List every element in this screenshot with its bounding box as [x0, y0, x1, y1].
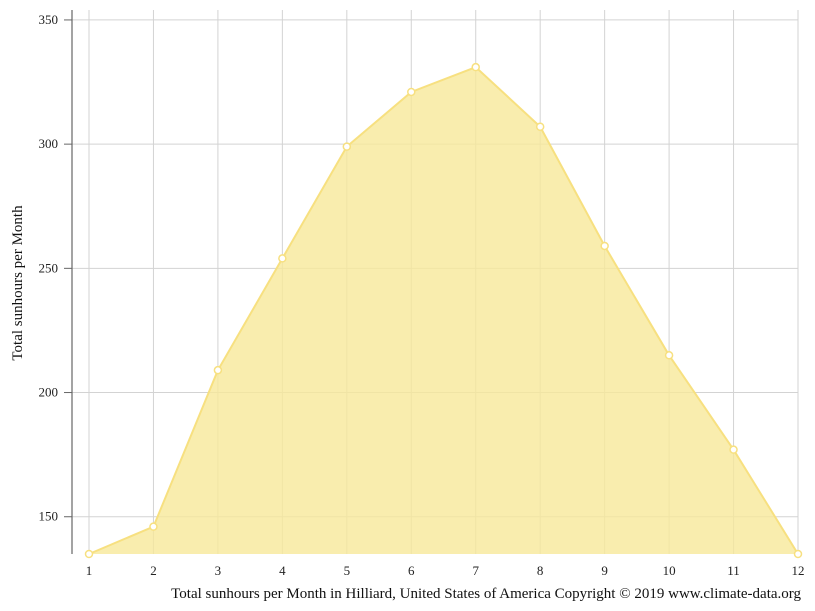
y-axis-ticks: 150 200 250 300 350 — [39, 12, 72, 524]
data-point — [407, 87, 416, 97]
x-tick-label: 8 — [537, 563, 544, 578]
y-tick-label: 300 — [39, 136, 59, 151]
x-tick-label: 2 — [150, 563, 157, 578]
sunhours-line — [88, 65, 799, 555]
y-axis-label: Total sunhours per Month — [10, 205, 26, 361]
x-tick-label: 12 — [792, 563, 805, 578]
y-tick-label: 200 — [39, 385, 59, 400]
x-tick-label: 9 — [601, 563, 608, 578]
data-points — [84, 62, 803, 559]
y-tick-label: 250 — [39, 260, 59, 275]
x-tick-label: 6 — [408, 563, 415, 578]
data-point — [213, 365, 223, 375]
data-point — [84, 549, 94, 559]
data-point — [729, 445, 738, 454]
data-point — [664, 351, 674, 360]
data-point — [600, 241, 609, 251]
data-point — [793, 549, 803, 559]
x-tick-label: 7 — [472, 563, 479, 578]
x-tick-label: 10 — [663, 563, 676, 578]
data-point — [535, 122, 545, 131]
data-point — [342, 142, 352, 151]
x-axis-ticks: 1 2 3 4 5 6 7 8 9 10 11 12 — [86, 563, 805, 578]
x-tick-label: 1 — [86, 563, 93, 578]
chart-caption: Total sunhours per Month in Hilliard, Un… — [171, 586, 801, 602]
x-tick-label: 11 — [727, 563, 740, 578]
y-tick-label: 150 — [39, 509, 59, 524]
sunhours-area — [89, 67, 798, 555]
y-tick-label: 350 — [39, 12, 59, 27]
data-point — [278, 254, 287, 263]
x-tick-label: 5 — [344, 563, 351, 578]
data-point — [149, 522, 158, 531]
x-tick-label: 4 — [279, 563, 286, 578]
data-point — [471, 62, 480, 72]
x-tick-label: 3 — [215, 563, 222, 578]
